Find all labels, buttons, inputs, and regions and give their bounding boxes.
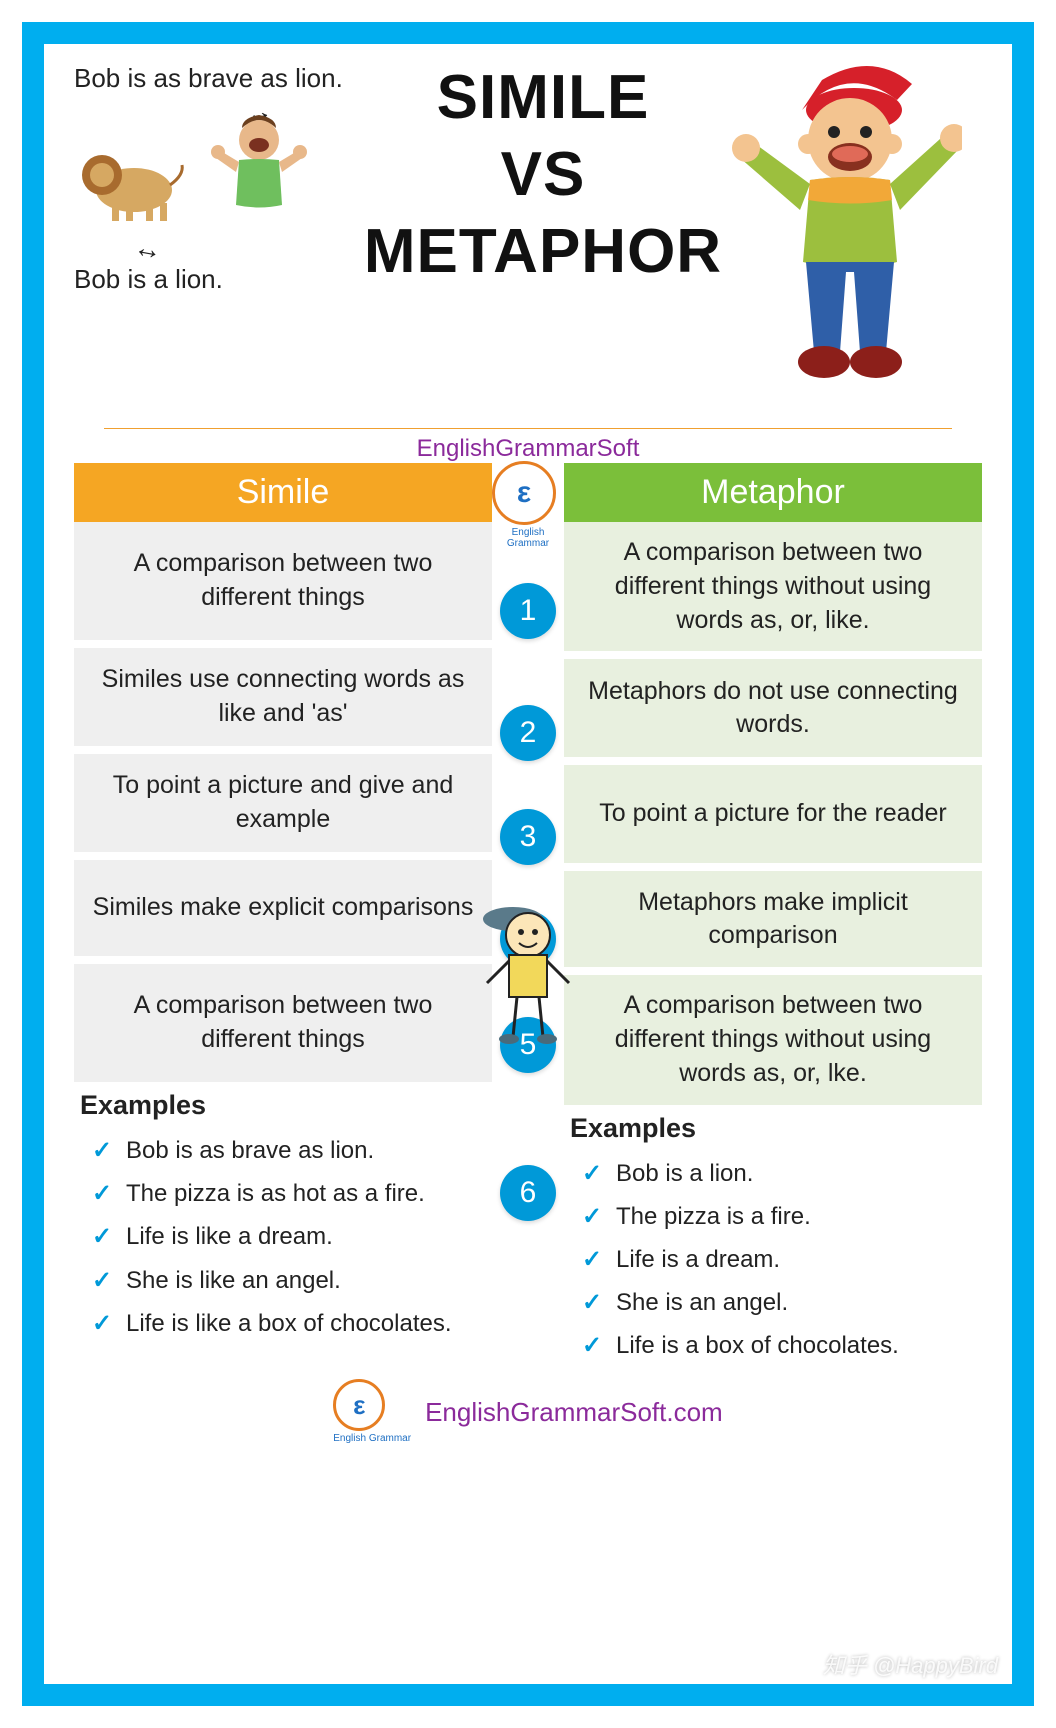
metaphor-header: Metaphor [564,463,982,522]
waving-boy-icon [732,62,962,392]
brand-logo: ε English Grammar [492,463,564,549]
example-item: She is like an angel. [92,1259,492,1302]
metaphor-row: Metaphors make implicit comparison [564,871,982,967]
metaphor-row: Metaphors do not use connecting words. [564,659,982,757]
example-item: Life is a dream. [582,1238,982,1281]
header-left: Bob is as brave as lion. ↔ [74,62,354,295]
title-block: SIMILE VS METAPHOR [364,62,722,287]
example-item: Life is a box of chocolates. [582,1324,982,1367]
footer: ε English Grammar EnglishGrammarSoft.com [74,1381,982,1444]
simile-row: A comparison between two different thing… [74,522,492,640]
example-item: Life is like a box of chocolates. [92,1302,492,1345]
title-metaphor: METAPHOR [364,216,722,287]
simile-row: A comparison between two different thing… [74,964,492,1082]
simile-examples-list: Bob is as brave as lion. The pizza is as… [74,1129,492,1345]
brand-text: EnglishGrammarSoft [74,435,982,463]
number-badge: 6 [500,1165,556,1221]
examples-heading: Examples [570,1113,982,1144]
metaphor-example-text: Bob is a lion. [74,263,354,296]
metaphor-row: A comparison between two different thing… [564,975,982,1104]
example-item: The pizza is a fire. [582,1195,982,1238]
infographic-frame: Bob is as brave as lion. ↔ [22,22,1034,1706]
logo-icon: ε [492,461,556,525]
metaphor-row: To point a picture for the reader [564,765,982,863]
examples-heading: Examples [80,1090,492,1121]
title-simile: SIMILE [364,62,722,133]
footer-logo: ε English Grammar [333,1381,411,1444]
cartoon-boy-right [732,62,982,397]
watermark: 知乎 @HappyBird [823,1648,998,1680]
logo-label: English Grammar [333,1433,411,1444]
divider [104,428,952,429]
example-item: Bob is a lion. [582,1152,982,1195]
simile-row: To point a picture and give and example [74,754,492,852]
simile-row: Similes make explicit comparisons [74,860,492,956]
number-badge: 1 [500,583,556,639]
simile-column: Simile A comparison between two differen… [74,463,492,1367]
title-vs: VS [364,139,722,210]
logo-icon: ε [333,1379,385,1431]
simile-row: Similes use connecting words as like and… [74,648,492,746]
footer-url: EnglishGrammarSoft.com [425,1397,723,1428]
simile-example-text: Bob is as brave as lion. [74,62,354,95]
example-item: She is an angel. [582,1281,982,1324]
metaphor-column: Metaphor A comparison between two differ… [564,463,982,1367]
arrow-icon: ↔ [131,231,164,267]
example-item: The pizza is as hot as a fire. [92,1172,492,1215]
comparison-columns: Simile A comparison between two differen… [74,463,982,1367]
example-item: Bob is as brave as lion. [92,1129,492,1172]
cheering-boy-icon [204,110,314,230]
header-section: Bob is as brave as lion. ↔ [74,62,982,422]
number-badge: 3 [500,809,556,865]
number-badge: 2 [500,705,556,761]
simile-header: Simile [74,463,492,522]
metaphor-row: A comparison between two different thing… [564,522,982,651]
logo-label: English Grammar [492,527,564,549]
lion-icon [74,135,194,225]
small-boy-icon [473,897,583,1047]
metaphor-examples-list: Bob is a lion. The pizza is a fire. Life… [564,1152,982,1368]
example-item: Life is like a dream. [92,1215,492,1258]
